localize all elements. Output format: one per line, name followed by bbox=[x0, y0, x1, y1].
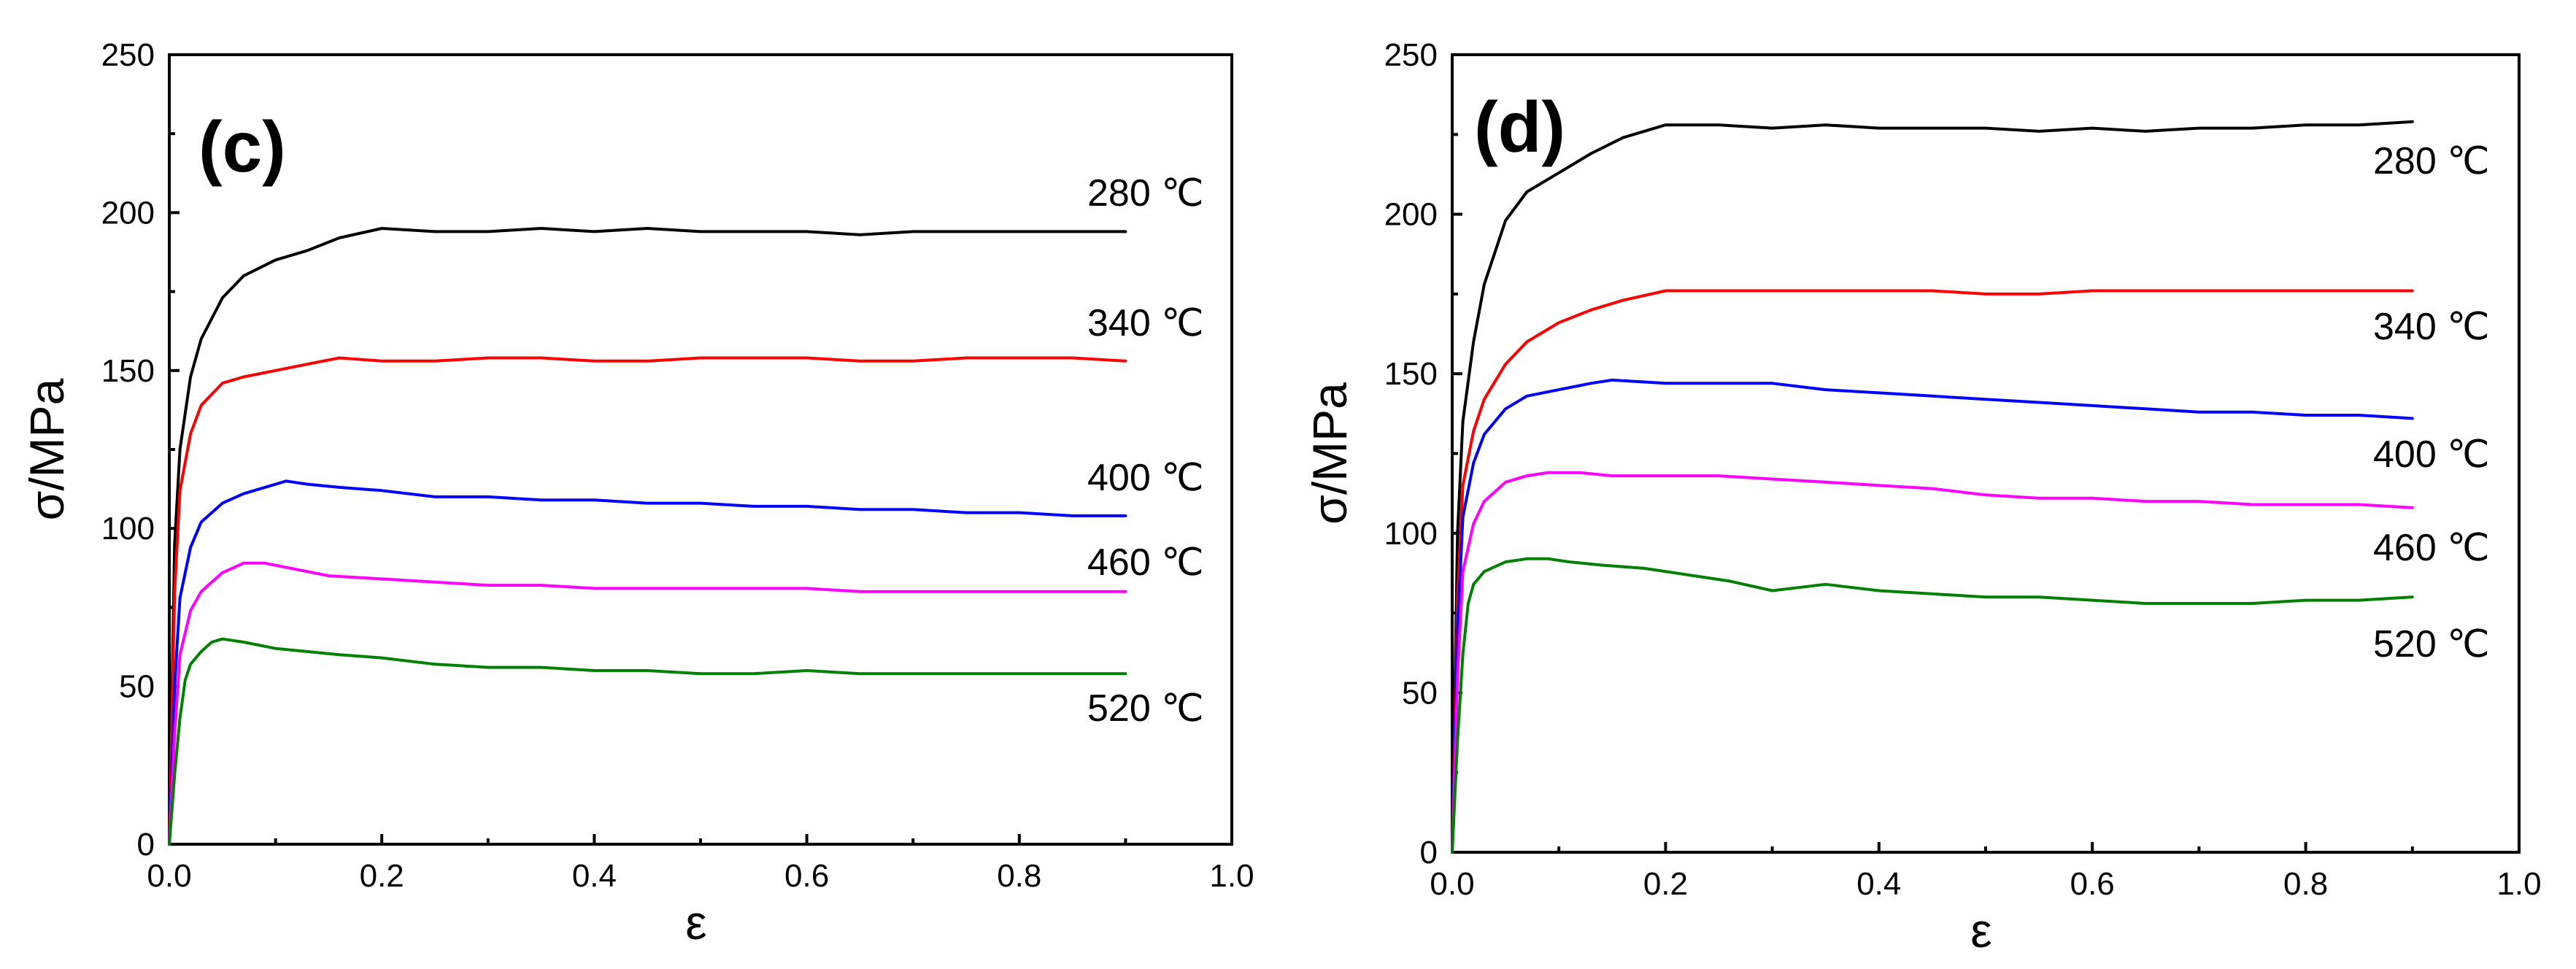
series-label: 520 ℃ bbox=[2373, 623, 2490, 665]
x-tick-label: 0.8 bbox=[2283, 866, 2328, 902]
series-line-520 bbox=[1451, 557, 2414, 854]
x-tick-label: 0.2 bbox=[1643, 866, 1688, 902]
y-tick-label: 200 bbox=[101, 195, 155, 231]
plot-frame bbox=[168, 53, 1233, 846]
plot-frame bbox=[1451, 53, 2521, 854]
x-tick-label: 0.0 bbox=[147, 858, 191, 894]
series-label: 460 ℃ bbox=[1087, 541, 1204, 584]
series-label: 520 ℃ bbox=[1087, 687, 1204, 730]
series-line-280 bbox=[168, 227, 1127, 846]
series-line-340 bbox=[1451, 289, 2414, 854]
x-tick-label: 0.8 bbox=[997, 858, 1041, 894]
x-tick-label: 0.4 bbox=[572, 858, 617, 894]
x-tick-label: 1.0 bbox=[2496, 866, 2541, 902]
series-line-460 bbox=[1451, 471, 2414, 854]
series-line-460 bbox=[168, 561, 1127, 846]
x-tick-label: 0.4 bbox=[1856, 866, 1901, 902]
y-tick-label: 50 bbox=[1402, 675, 1438, 711]
series-label: 460 ℃ bbox=[2373, 527, 2490, 569]
chart-panel-d: 0.0 0.2 0.4 0.6 0.8 1.0 0 50 100 150 200 250 ε σ/MPa (… bbox=[1303, 37, 2542, 957]
panel-label: (c) bbox=[198, 107, 286, 187]
series-label: 400 ℃ bbox=[1087, 457, 1204, 499]
y-tick-label: 250 bbox=[1384, 37, 1438, 73]
series-label: 280 ℃ bbox=[2373, 140, 2490, 182]
chart-panel-c: 0.0 0.2 0.4 0.6 0.8 1.0 0 50 100 150 200 250 ε σ/MPa (… bbox=[20, 37, 1254, 949]
y-tick-label: 150 bbox=[101, 353, 155, 389]
y-axis-title: σ/MPa bbox=[1303, 382, 1357, 525]
y-tick-label: 100 bbox=[101, 511, 155, 547]
y-tick-label: 250 bbox=[101, 37, 155, 73]
series-label: 400 ℃ bbox=[2373, 433, 2490, 476]
series-label: 340 ℃ bbox=[1087, 302, 1204, 344]
x-tick-label: 0.2 bbox=[360, 858, 404, 894]
series-line-520 bbox=[168, 637, 1127, 846]
series-label: 280 ℃ bbox=[1087, 172, 1204, 215]
y-tick-label: 150 bbox=[1384, 356, 1438, 392]
x-tick-label: 1.0 bbox=[1209, 858, 1254, 894]
x-tick-label: 0.0 bbox=[1430, 866, 1474, 902]
x-axis-title: ε bbox=[685, 895, 706, 949]
series-line-400 bbox=[168, 479, 1127, 846]
y-tick-label: 0 bbox=[1420, 835, 1438, 870]
series-label: 340 ℃ bbox=[2373, 306, 2490, 348]
y-axis-title: σ/MPa bbox=[20, 378, 74, 520]
x-tick-label: 0.6 bbox=[784, 858, 829, 894]
x-tick-label: 0.6 bbox=[2070, 866, 2115, 902]
series-line-400 bbox=[1451, 378, 2414, 854]
y-tick-label: 0 bbox=[137, 827, 155, 862]
x-axis-title: ε bbox=[1970, 903, 1991, 957]
y-tick-label: 100 bbox=[1384, 516, 1438, 552]
panel-label: (d) bbox=[1474, 87, 1565, 167]
series-line-280 bbox=[1451, 120, 2414, 854]
y-tick-label: 200 bbox=[1384, 197, 1438, 233]
y-tick-label: 50 bbox=[119, 669, 155, 705]
series-line-340 bbox=[168, 356, 1127, 846]
